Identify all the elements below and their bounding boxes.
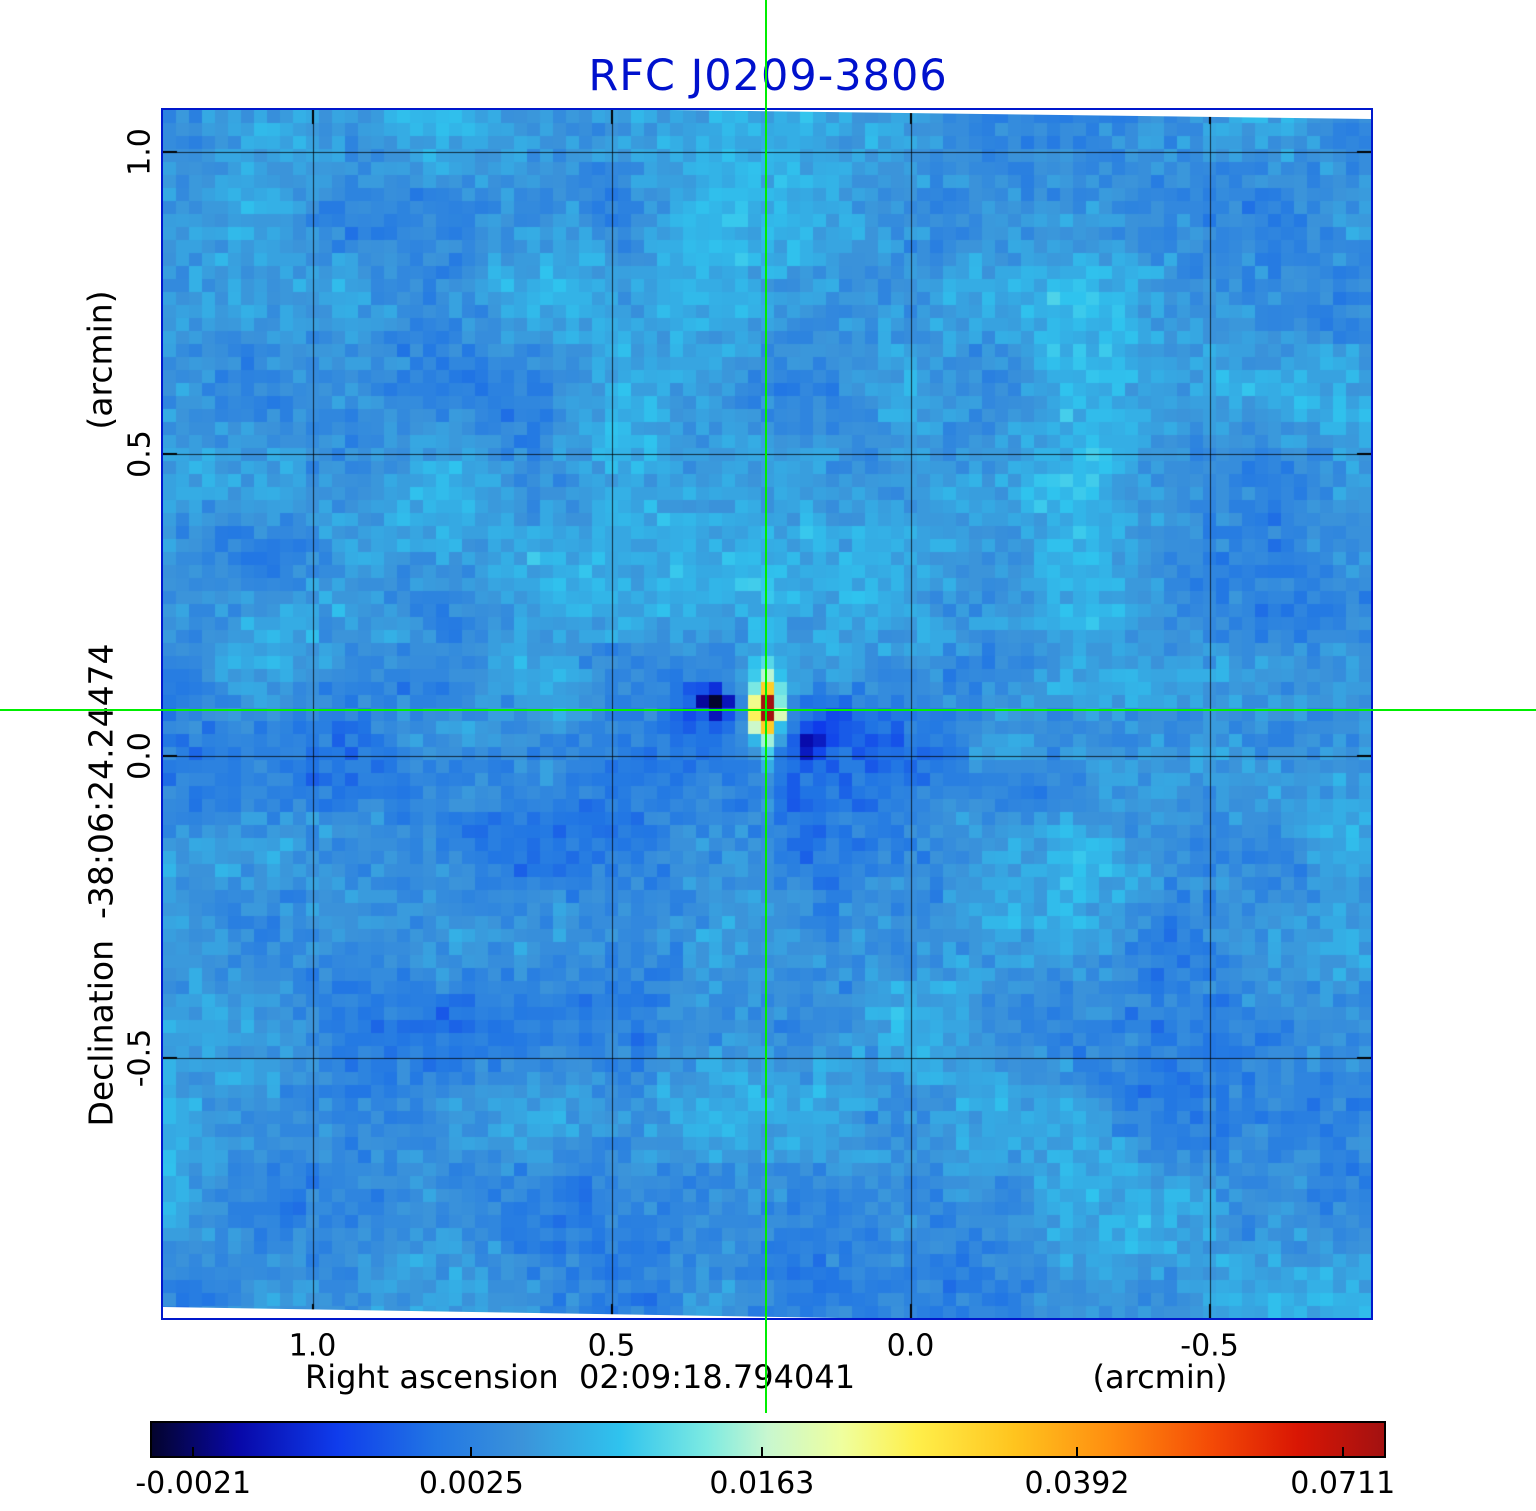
colorbar bbox=[150, 1421, 1386, 1458]
edge-artifact-bottom bbox=[163, 1307, 840, 1318]
colorbar-tick-label: 0.0025 bbox=[418, 1466, 524, 1501]
colorbar-tick-label: 0.0392 bbox=[1024, 1466, 1130, 1501]
colorbar-tick-label: -0.0021 bbox=[135, 1466, 252, 1501]
edge-artifact-top bbox=[670, 110, 1371, 119]
colorbar-tick-mark bbox=[192, 1447, 195, 1456]
colorbar-tick-mark bbox=[470, 1447, 473, 1456]
x-tick-label: 0.0 bbox=[886, 1328, 935, 1364]
heatmap-canvas[interactable] bbox=[163, 110, 1371, 1318]
colorbar-tick-mark bbox=[1076, 1447, 1078, 1456]
x-tick-label: 1.0 bbox=[288, 1328, 337, 1364]
y-axis-title: Declination -38:06:24.24474 bbox=[81, 643, 121, 1127]
colorbar-tick-label: 0.0163 bbox=[709, 1466, 815, 1501]
y-tick-label: -0.5 bbox=[122, 1028, 158, 1088]
colorbar-tick-mark bbox=[760, 1447, 763, 1456]
crosshair-horizontal-line bbox=[0, 709, 1536, 711]
x-tick-label: 0.5 bbox=[587, 1328, 636, 1364]
x-axis-title: Right ascension 02:09:18.794041 bbox=[304, 1358, 856, 1396]
y-axis-unit-label: (arcmin) bbox=[80, 290, 120, 430]
x-axis-unit-label: (arcmin) bbox=[1092, 1358, 1228, 1396]
y-tick-label: 1.0 bbox=[122, 128, 158, 177]
figure-title: RFC J0209-3806 bbox=[588, 51, 948, 101]
plot-area bbox=[161, 108, 1373, 1320]
colorbar-tick-label: 0.0711 bbox=[1290, 1466, 1396, 1501]
colorbar-tick-mark bbox=[1341, 1447, 1344, 1456]
x-tick-label: -0.5 bbox=[1180, 1328, 1239, 1364]
y-tick-label: 0.0 bbox=[122, 732, 158, 781]
y-tick-label: 0.5 bbox=[122, 430, 158, 479]
crosshair-vertical-line bbox=[765, 0, 767, 1413]
